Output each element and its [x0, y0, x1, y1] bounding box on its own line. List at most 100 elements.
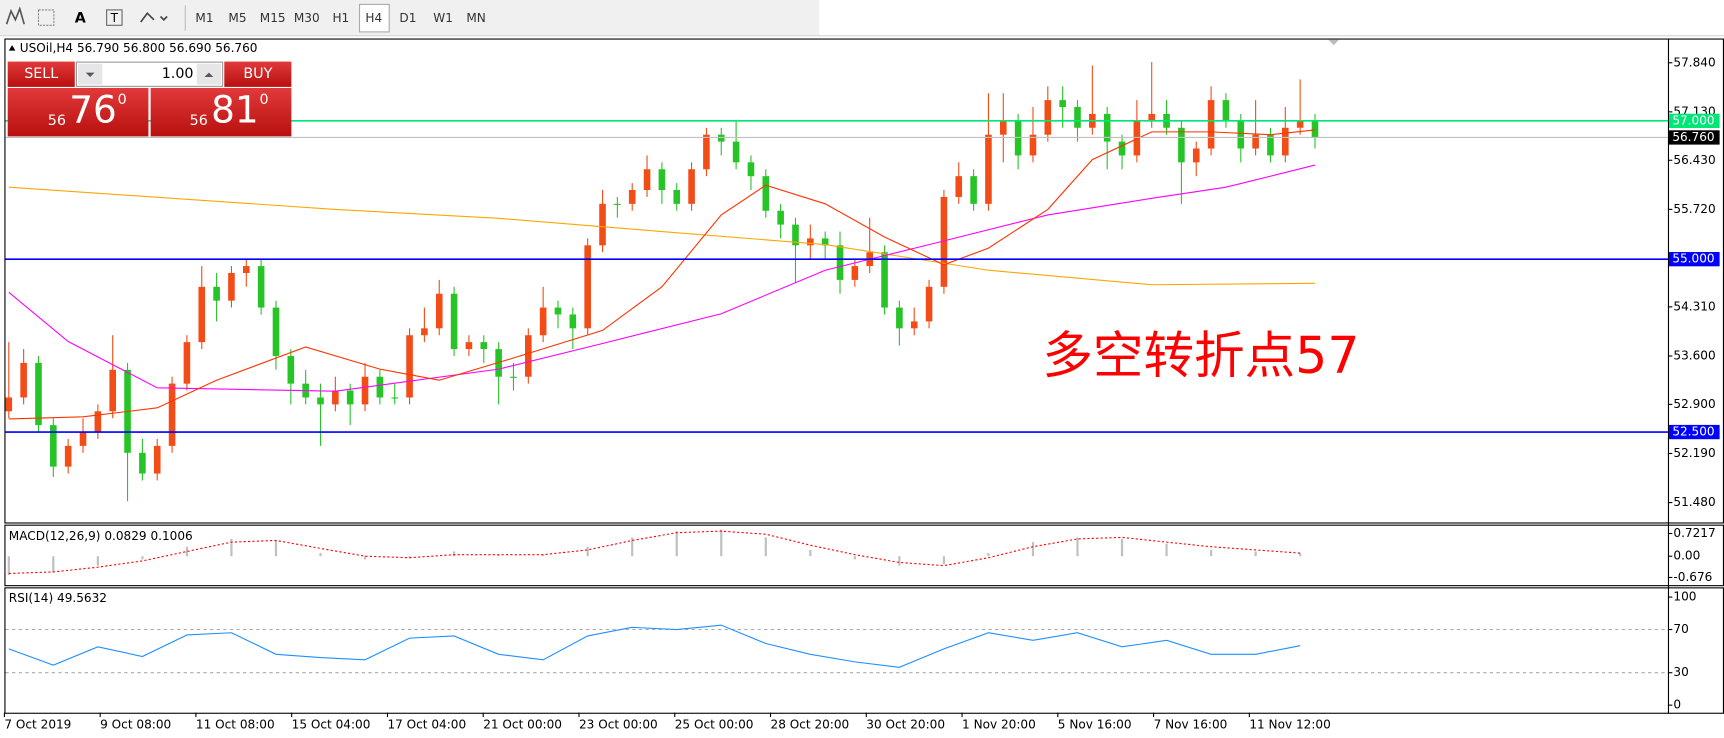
timeframe-button[interactable]: M5	[228, 11, 246, 25]
x-tick-label: 28 Oct 20:00	[771, 717, 850, 731]
timeframe-button[interactable]: D1	[399, 11, 416, 25]
candle-body	[910, 321, 918, 329]
timeframe-button[interactable]: M15	[260, 11, 286, 25]
candle-body	[242, 266, 250, 273]
macd-bar	[987, 553, 990, 557]
moving-average	[8, 164, 1316, 392]
candle-body	[421, 328, 428, 336]
timeframe-button[interactable]: M30	[294, 11, 320, 25]
buy-button[interactable]	[224, 61, 292, 87]
y-tick-label: 53.600	[1673, 348, 1715, 362]
candle-body	[881, 252, 888, 308]
macd-bar	[942, 556, 946, 565]
macd-bar	[1209, 549, 1213, 557]
timeframe-button[interactable]: W1	[433, 11, 453, 25]
candle-body	[851, 266, 859, 280]
up-arrow	[204, 72, 214, 77]
candle-body	[762, 176, 770, 211]
rsi-line	[8, 624, 1301, 668]
candle-body	[1311, 120, 1319, 138]
chart-icon[interactable]	[5, 6, 25, 25]
candle-body	[792, 224, 799, 246]
level-label-bg	[1669, 130, 1720, 145]
candle-body	[376, 376, 384, 398]
ask-pips: 81	[211, 88, 259, 132]
candle-body	[257, 266, 265, 308]
moving-average	[8, 129, 1316, 420]
candle-body	[1252, 134, 1259, 149]
trade-panel: SELL 1.00 BUY 56 76 0 56 81 0	[7, 61, 292, 137]
candle-body	[999, 120, 1007, 135]
symbol-marker	[8, 45, 16, 51]
moving-average	[8, 186, 1315, 286]
macd-bar	[720, 529, 723, 557]
level-label: 52.500	[1672, 425, 1714, 439]
macd-bar	[1165, 543, 1168, 557]
x-tick-label: 17 Oct 04:00	[387, 717, 466, 731]
ask-big: 56	[190, 113, 208, 129]
candle-body	[1267, 134, 1274, 156]
macd-panel-frame	[4, 524, 1724, 587]
sell-label[interactable]: SELL	[24, 66, 58, 82]
candle-body	[198, 286, 206, 343]
macd-bar	[586, 546, 589, 557]
candle-body	[465, 342, 473, 350]
macd-bar	[1254, 551, 1257, 557]
candle-body	[450, 293, 458, 350]
chart-header: USOil,H4 56.790 56.800 56.690 56.760	[20, 41, 258, 55]
candle-body	[940, 196, 948, 287]
candle-body	[317, 397, 324, 405]
candle-body	[836, 245, 844, 280]
shift-marker	[1328, 39, 1340, 46]
candle-body	[1282, 127, 1289, 156]
sell-button[interactable]	[7, 61, 75, 87]
text-box-icon[interactable]	[106, 9, 123, 26]
candle-body	[1103, 113, 1111, 142]
x-tick-label: 21 Oct 00:00	[483, 717, 562, 731]
timeframe-button[interactable]: M1	[195, 11, 213, 25]
rsi-panel-frame	[4, 587, 1724, 714]
candle-body	[79, 432, 87, 446]
timeframe-button[interactable]: H1	[332, 11, 349, 25]
candle-body	[1192, 148, 1200, 163]
x-tick-label: 25 Oct 00:00	[675, 717, 754, 731]
down-arrow	[85, 72, 95, 77]
tool-textbox[interactable]: T	[110, 11, 119, 25]
candle-body	[332, 390, 339, 405]
timeframe-button[interactable]: H4	[365, 11, 382, 25]
x-tick-label: 23 Oct 00:00	[579, 717, 658, 731]
candle-body	[525, 335, 532, 377]
candle-body	[599, 203, 606, 246]
macd-bar	[1031, 542, 1035, 557]
active-timeframe	[358, 3, 390, 33]
candle-body	[435, 293, 443, 329]
y-tick-label: 0.00	[1673, 549, 1700, 563]
x-tick-label: 7 Oct 2019	[4, 717, 71, 731]
macd-bar	[1076, 537, 1079, 557]
macd-bar	[497, 554, 500, 557]
candle-body	[1029, 134, 1037, 156]
timeframe-button[interactable]: MN	[466, 11, 485, 25]
macd-bar	[141, 556, 144, 560]
y-tick-label: 56.430	[1673, 153, 1715, 167]
x-tick-label: 1 Nov 20:00	[962, 717, 1036, 731]
grid-icon[interactable]	[37, 9, 55, 26]
tool-text[interactable]: A	[75, 11, 86, 27]
lots-value[interactable]: 1.00	[162, 66, 194, 82]
candle-body	[94, 411, 102, 433]
bid-box[interactable]	[7, 87, 149, 137]
shapes-icon[interactable]	[140, 11, 168, 23]
candle-body	[272, 307, 280, 356]
candle-body	[1118, 141, 1126, 156]
ask-box[interactable]	[150, 87, 292, 137]
macd-bar	[274, 540, 278, 557]
candle-body	[1296, 120, 1304, 128]
candle-body	[554, 307, 562, 315]
price-panel-frame	[4, 38, 1724, 524]
buy-label[interactable]: BUY	[243, 66, 272, 82]
macd-bar	[809, 549, 812, 557]
macd-bar	[452, 551, 456, 557]
candle-body	[139, 452, 146, 474]
candle-body	[183, 342, 191, 384]
candle-body	[50, 425, 57, 467]
